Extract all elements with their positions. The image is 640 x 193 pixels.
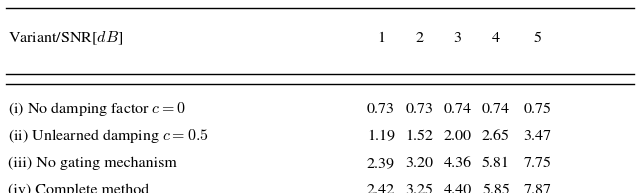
Text: 2.42: 2.42: [367, 183, 395, 193]
Text: 3: 3: [454, 32, 461, 45]
Text: (i) No damping factor $c = 0$: (i) No damping factor $c = 0$: [8, 100, 186, 118]
Text: (iii) No gating mechanism: (iii) No gating mechanism: [8, 156, 177, 170]
Text: 0.73: 0.73: [405, 102, 433, 116]
Text: 7.75: 7.75: [524, 156, 552, 170]
Text: 2: 2: [415, 32, 423, 45]
Text: 7.87: 7.87: [524, 183, 552, 193]
Text: 0.75: 0.75: [524, 102, 552, 116]
Text: 5.85: 5.85: [482, 183, 510, 193]
Text: 1.52: 1.52: [405, 129, 433, 143]
Text: 4.36: 4.36: [444, 156, 472, 170]
Text: 0.74: 0.74: [444, 102, 472, 116]
Text: (iv) Complete method: (iv) Complete method: [8, 183, 149, 193]
Text: 4: 4: [492, 32, 500, 45]
Text: Variant/SNR[$dB$]: Variant/SNR[$dB$]: [8, 30, 123, 47]
Text: 2.39: 2.39: [367, 156, 395, 170]
Text: 1.19: 1.19: [367, 129, 395, 143]
Text: 3.47: 3.47: [524, 129, 552, 143]
Text: 2.65: 2.65: [482, 129, 510, 143]
Text: 5: 5: [534, 32, 541, 45]
Text: 2.00: 2.00: [444, 129, 472, 143]
Text: 1: 1: [377, 32, 385, 45]
Text: 4.40: 4.40: [444, 183, 472, 193]
Text: 0.73: 0.73: [367, 102, 395, 116]
Text: (ii) Unlearned damping $c = 0.5$: (ii) Unlearned damping $c = 0.5$: [8, 127, 209, 145]
Text: 3.25: 3.25: [405, 183, 433, 193]
Text: 3.20: 3.20: [405, 156, 433, 170]
Text: 0.74: 0.74: [482, 102, 510, 116]
Text: 5.81: 5.81: [482, 156, 510, 170]
